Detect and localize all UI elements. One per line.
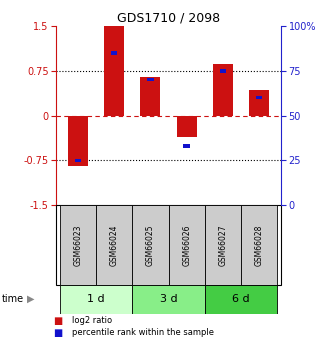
Bar <box>60 285 132 314</box>
Text: GSM66027: GSM66027 <box>218 224 227 266</box>
Text: ▶: ▶ <box>27 294 35 304</box>
Text: 6 d: 6 d <box>232 294 250 304</box>
Bar <box>249 90 269 116</box>
Text: ■: ■ <box>53 316 62 326</box>
Text: ■: ■ <box>53 328 62 338</box>
Text: GSM66023: GSM66023 <box>74 224 82 266</box>
Bar <box>241 205 277 285</box>
Bar <box>205 205 241 285</box>
Text: percentile rank within the sample: percentile rank within the sample <box>72 328 214 337</box>
Bar <box>104 26 124 116</box>
Text: GSM66026: GSM66026 <box>182 224 191 266</box>
Bar <box>183 144 190 148</box>
Bar <box>60 205 96 285</box>
Bar <box>256 96 262 99</box>
Bar <box>220 69 226 72</box>
Bar <box>205 285 277 314</box>
Text: GSM66024: GSM66024 <box>110 224 119 266</box>
Text: 3 d: 3 d <box>160 294 177 304</box>
Text: time: time <box>2 294 24 304</box>
Bar <box>96 205 132 285</box>
Bar <box>177 116 196 137</box>
Text: 1 d: 1 d <box>87 294 105 304</box>
Bar <box>75 159 81 162</box>
Bar <box>132 205 169 285</box>
Text: GSM66028: GSM66028 <box>255 224 264 266</box>
Bar <box>169 205 205 285</box>
Bar <box>111 51 117 55</box>
Bar <box>147 78 154 81</box>
Bar <box>213 63 233 116</box>
Text: GSM66025: GSM66025 <box>146 224 155 266</box>
Bar <box>132 285 205 314</box>
Bar <box>68 116 88 166</box>
Text: log2 ratio: log2 ratio <box>72 316 112 325</box>
Bar <box>141 77 160 116</box>
Title: GDS1710 / 2098: GDS1710 / 2098 <box>117 12 220 25</box>
